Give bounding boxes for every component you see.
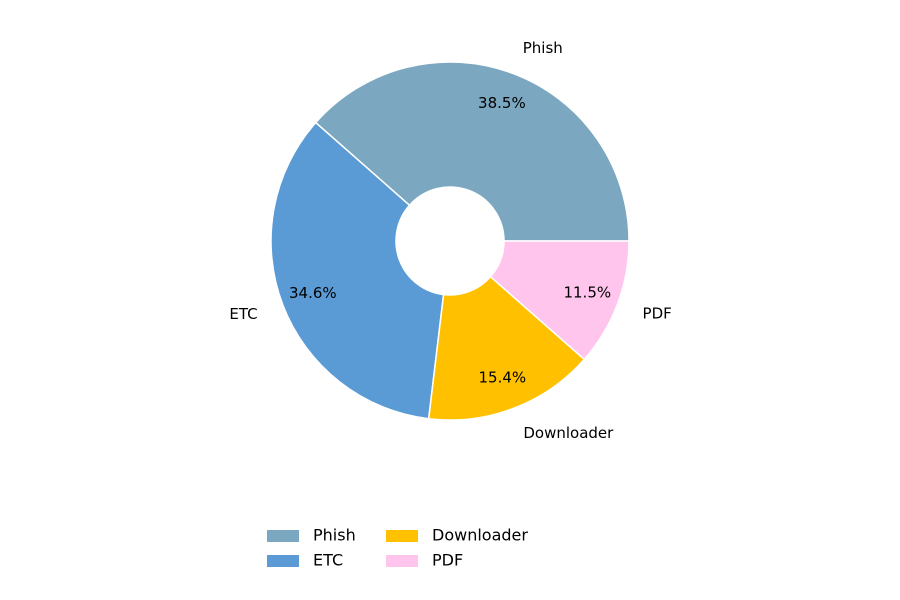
legend-label: Downloader — [432, 526, 528, 545]
slice-label: Downloader — [523, 424, 614, 442]
slice-label: PDF — [643, 304, 672, 322]
legend-label: PDF — [432, 551, 463, 570]
slice-label: Phish — [523, 39, 563, 57]
legend-swatch — [267, 530, 299, 542]
wedge — [270, 121, 445, 420]
value-label: 15.4% — [478, 369, 526, 387]
legend-label: Phish — [313, 526, 356, 545]
legend-swatch — [386, 530, 418, 542]
wedge — [427, 275, 586, 421]
legend-label: ETC — [313, 551, 343, 570]
wedge — [489, 240, 630, 361]
value-label: 11.5% — [563, 283, 611, 301]
slice-label: ETC — [229, 305, 257, 323]
legend-swatch — [267, 555, 299, 567]
legend-swatch — [386, 555, 418, 567]
wedge — [314, 61, 630, 242]
value-label: 34.6% — [289, 284, 337, 302]
value-label: 38.5% — [478, 94, 526, 112]
